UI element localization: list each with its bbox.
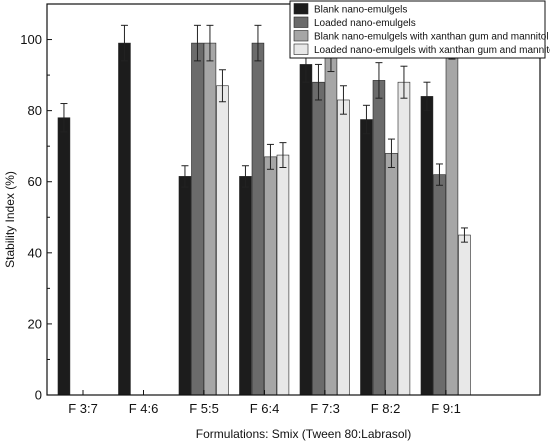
bar xyxy=(118,42,131,396)
bars-layer xyxy=(57,23,471,396)
x-tick-label: F 8:2 xyxy=(371,401,401,416)
bar xyxy=(299,64,313,396)
legend-label: Loaded nano-emulgels xyxy=(314,18,416,29)
bar xyxy=(312,81,325,396)
bar xyxy=(264,156,277,396)
y-tick-label: 40 xyxy=(28,245,42,260)
bar xyxy=(203,42,217,396)
legend-label: Blank nano-emulgels with xanthan gum and… xyxy=(314,32,549,43)
y-tick-label: 80 xyxy=(28,103,42,118)
legend-box xyxy=(289,0,546,59)
bar xyxy=(420,96,434,396)
legend-swatch xyxy=(293,3,309,15)
y-axis-title: Stability Index (%) xyxy=(3,171,17,268)
x-tick-label: F 3:7 xyxy=(68,401,98,416)
x-tick-label: F 4:6 xyxy=(129,401,159,416)
bar xyxy=(385,152,398,396)
bar xyxy=(445,41,459,396)
bar xyxy=(251,42,265,396)
bar xyxy=(216,85,229,396)
x-tick-label: F 9:1 xyxy=(431,401,461,416)
y-tick-label: 0 xyxy=(35,388,42,403)
bar xyxy=(397,81,411,396)
legend-swatch xyxy=(293,43,309,55)
bar xyxy=(458,234,471,396)
bar xyxy=(178,176,192,396)
bar xyxy=(239,176,252,396)
y-tick-label: 100 xyxy=(20,32,42,47)
y-tick-label: 20 xyxy=(28,316,42,331)
x-tick-label: F 7:3 xyxy=(310,401,340,416)
bar xyxy=(372,80,386,396)
legend-label: Blank nano-emulgels xyxy=(314,5,407,16)
x-tick-label: F 5:5 xyxy=(189,401,219,416)
legend-swatch xyxy=(293,30,309,42)
bar xyxy=(360,119,373,396)
legend-label: Loaded nano-emulgels with xanthan gum an… xyxy=(314,45,550,56)
bar xyxy=(191,42,204,396)
x-tick-label: F 6:4 xyxy=(250,401,280,416)
axes-layer: 0 20 40 60 80 100 F 3:7 F 4:6 F 5:5 F 6:4 F 7:3 F 8… xyxy=(3,3,541,441)
x-axis-title: Formulations: Smix (Tween 80:Labrasol) xyxy=(196,427,411,441)
legend-swatch xyxy=(293,16,309,28)
bar xyxy=(324,53,338,396)
bar xyxy=(433,174,446,396)
bar xyxy=(276,154,290,396)
bar xyxy=(57,117,71,396)
y-tick-label: 60 xyxy=(28,174,42,189)
bar xyxy=(337,99,350,396)
legend: Blank nano-emulgels Loaded nano-emulgels B… xyxy=(289,0,550,59)
